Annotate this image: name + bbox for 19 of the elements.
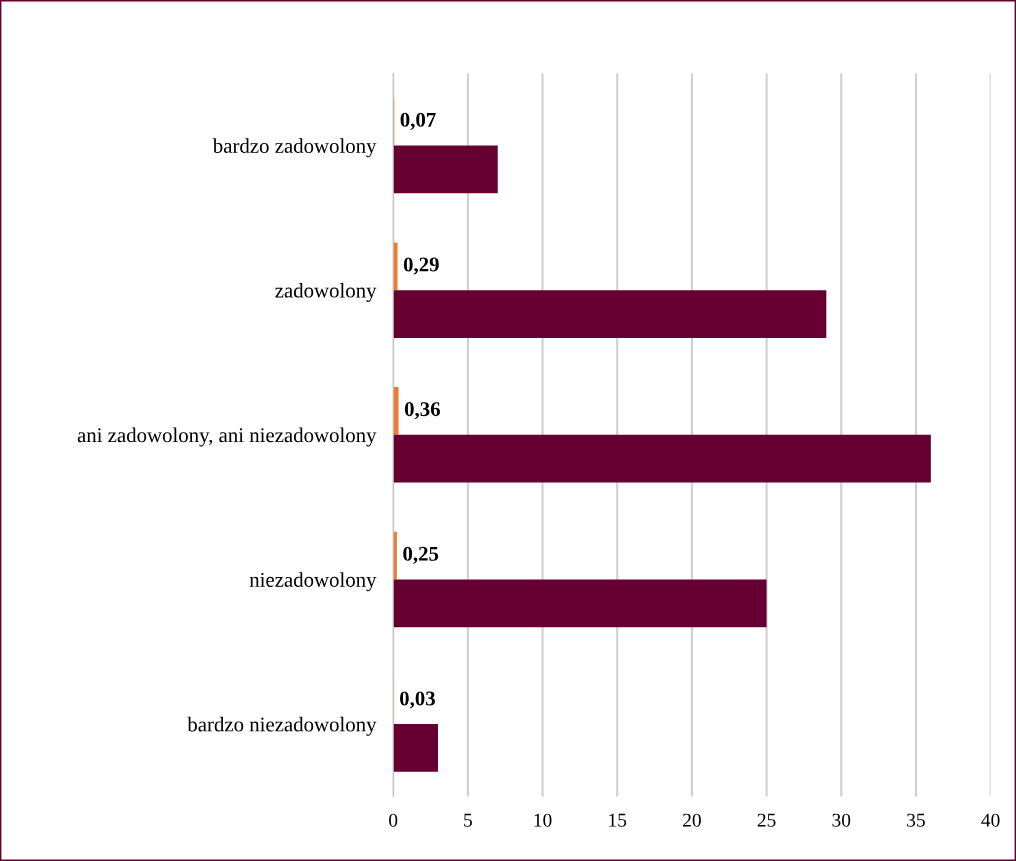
- y-tick-label: bardzo zadowolony: [212, 138, 377, 158]
- x-tick-label: 20: [683, 813, 701, 827]
- y-tick-label: ani zadowolony, ani niezadowolony: [77, 427, 377, 447]
- y-tick-label: niezadowolony: [249, 572, 377, 592]
- data-label: 0,36: [404, 402, 440, 420]
- data-label: 0,03: [399, 691, 435, 709]
- x-tick-label: 30: [832, 813, 851, 827]
- y-tick-label: bardzo niezadowolony: [187, 716, 377, 736]
- y-tick-label: zadowolony: [275, 282, 377, 302]
- data-label: 0,07: [400, 112, 436, 130]
- data-label: 0,25: [403, 546, 439, 564]
- x-tick-label: 0: [389, 813, 398, 827]
- x-tick-label: 25: [757, 813, 776, 827]
- x-tick-label: 35: [907, 813, 925, 827]
- x-tick-label: 5: [464, 813, 472, 827]
- x-tick-label: 15: [609, 813, 627, 827]
- x-tick-label: 10: [534, 813, 552, 827]
- x-tick-label: 40: [981, 813, 1000, 827]
- data-label: 0,29: [403, 257, 439, 275]
